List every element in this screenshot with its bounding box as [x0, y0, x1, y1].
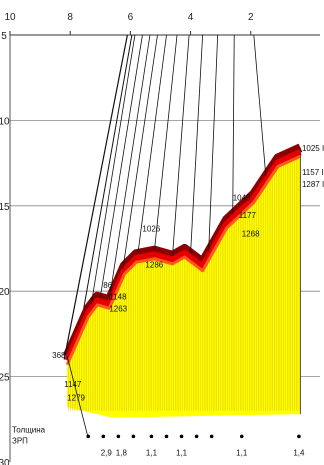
contour-line — [137, 34, 167, 254]
annotation-label: 1026 — [142, 224, 160, 233]
footer-value: 1,1 — [146, 448, 158, 457]
annotation-label: 368 — [52, 351, 66, 360]
annotation-label: 1268 — [242, 230, 260, 239]
footer-label: ЗРП — [12, 436, 28, 445]
footer-dot — [131, 434, 136, 439]
contour-line — [232, 34, 235, 214]
contour-line — [90, 34, 136, 305]
footer-value: 1,4 — [293, 448, 305, 457]
contour-line — [99, 34, 143, 298]
annotation-label: 1263 — [109, 305, 127, 314]
y-tick-label: 10 — [0, 116, 10, 127]
lower-edge-line — [66, 356, 89, 439]
footer-dot — [116, 434, 121, 439]
annotation-label: 1279 — [67, 394, 85, 403]
annotation-label: 86 — [103, 281, 112, 290]
footer-dot — [239, 434, 244, 439]
footer-dot — [297, 434, 301, 439]
contour-line — [208, 34, 219, 252]
surface-band — [64, 149, 302, 362]
field-hatch-lines — [68, 154, 301, 411]
contour-line — [172, 34, 190, 256]
y-tick-label: 20 — [0, 287, 10, 298]
surface-bands — [63, 143, 303, 366]
annotation-label: 1025 Iр — [302, 144, 324, 153]
y-axis: 5 10 15 20 25 30 — [0, 31, 11, 465]
y-tick-label: 5 — [1, 31, 7, 42]
contour-line — [253, 34, 267, 176]
footer-label: Толщина — [12, 425, 46, 434]
surface-band — [63, 143, 303, 358]
y-tick-label: 25 — [0, 373, 10, 384]
contour-line — [190, 34, 204, 254]
annotation-label: 1045 — [233, 194, 251, 203]
x-axis: 10 8 6 4 2 — [4, 12, 254, 35]
annotation-label: 1177 — [239, 211, 257, 220]
x-tick-label: 8 — [67, 12, 73, 23]
footer-dot — [86, 434, 91, 439]
footer-dot — [194, 434, 199, 439]
footer-value: 1,8 — [116, 448, 128, 457]
footer-value: 1,1 — [176, 448, 188, 457]
x-tick-label: 4 — [188, 12, 194, 23]
footer-dot — [149, 434, 154, 439]
contour-lines — [63, 34, 301, 439]
footer-dot — [209, 434, 214, 439]
footer-dot — [164, 434, 169, 439]
contour-line — [154, 34, 178, 251]
surface-band — [65, 154, 302, 366]
y-tick-label: 30 — [0, 458, 10, 465]
x-tick-label: 6 — [128, 12, 134, 23]
annotation-label: 1148 — [109, 293, 127, 302]
x-tick-label: 2 — [248, 12, 254, 23]
annotation-label: 1157 Iр — [302, 168, 324, 177]
footer: Толщина ЗРП 2,9 1,8 1,1 1,1 1,1 1,4 — [12, 425, 305, 457]
annotation-label: 1287 Iр — [302, 180, 324, 189]
y-tick-label: 15 — [0, 202, 10, 213]
annotations: 1025 Iр 1157 Iр 1287 Iр 1045 1177 1268 1026 128… — [52, 144, 324, 402]
footer-value: 1,1 — [236, 448, 248, 457]
annotation-label: 1286 — [145, 260, 163, 269]
contour-line — [122, 34, 158, 270]
inner-boundary-line — [83, 34, 133, 309]
annotation-label: 1147 — [64, 380, 82, 389]
x-tick-label: 10 — [4, 12, 16, 23]
footer-dot — [179, 434, 184, 439]
outer-boundary-line — [63, 34, 128, 360]
footer-dot — [101, 434, 106, 439]
contour-line — [108, 34, 151, 300]
footer-value: 2,9 — [101, 448, 113, 457]
